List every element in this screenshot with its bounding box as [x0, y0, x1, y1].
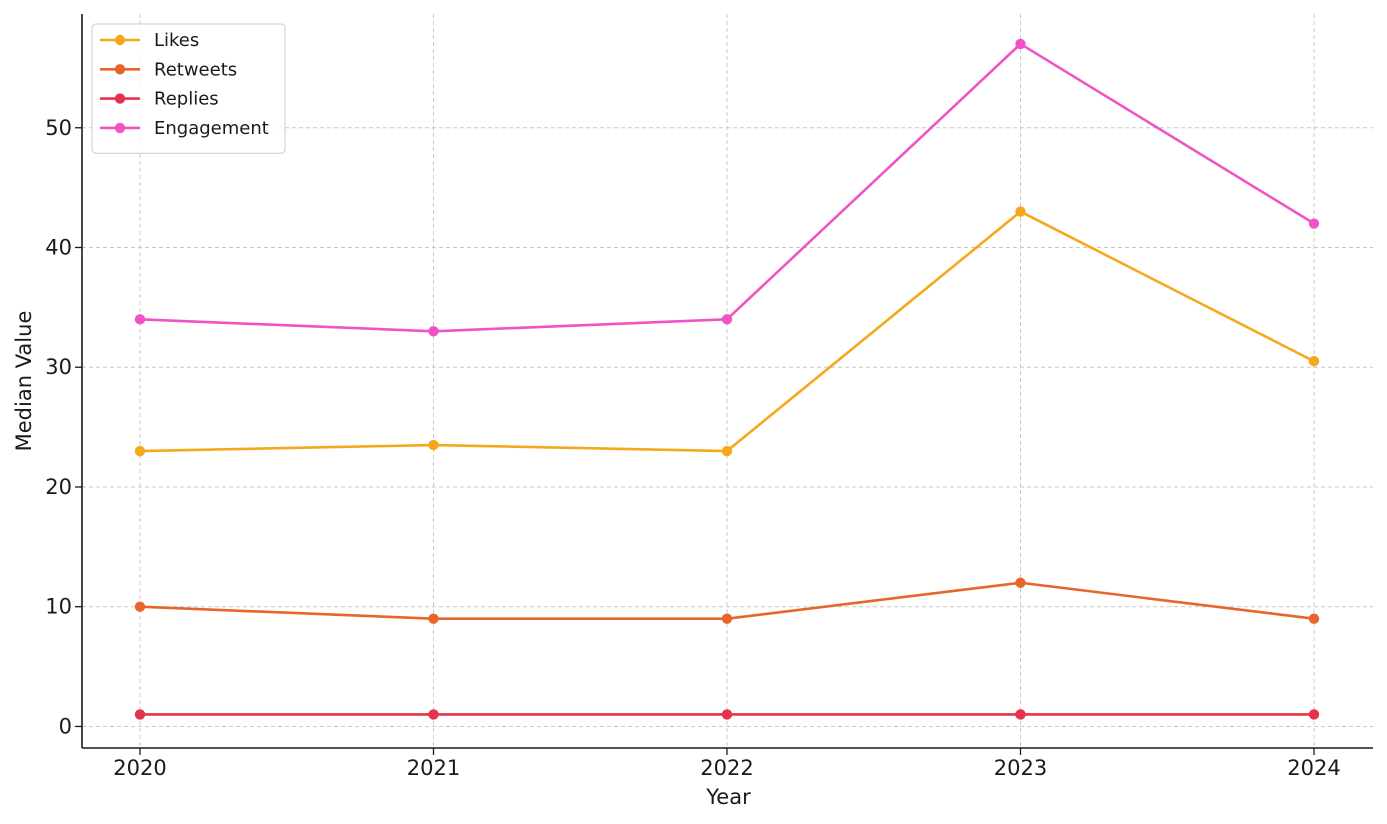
series-retweets — [134, 577, 1320, 624]
series-likes — [134, 206, 1320, 457]
legend: Likes Retweets Replies Engagement — [91, 23, 286, 154]
data-point-engagement — [428, 326, 439, 337]
legend-item: Likes — [100, 30, 199, 51]
legend-label: Engagement — [154, 118, 269, 139]
y-tick-label: 0 — [59, 714, 72, 738]
y-axis-label: Median Value — [12, 311, 36, 452]
data-point-replies — [1015, 709, 1026, 720]
legend-swatch-marker — [114, 93, 126, 104]
y-tick-label: 20 — [45, 475, 72, 499]
data-point-likes — [1308, 356, 1320, 367]
data-point-engagement — [1015, 38, 1026, 50]
x-tick-label: 2023 — [994, 756, 1047, 780]
data-point-likes — [1015, 206, 1026, 217]
legend-label: Likes — [154, 30, 199, 51]
data-point-retweets — [721, 613, 733, 624]
data-point-replies — [428, 709, 439, 720]
y-tick-label: 10 — [45, 595, 72, 619]
legend-label: Retweets — [154, 59, 237, 80]
data-point-replies — [721, 709, 733, 720]
data-point-replies — [1308, 709, 1320, 720]
legend-swatch-marker — [114, 122, 126, 134]
y-tick-label: 40 — [45, 235, 72, 259]
data-point-likes — [721, 445, 733, 457]
axes: Year Median Value 0 10 20 30 40 50 2020 2021 202… — [12, 14, 1373, 809]
x-tick-label: 2022 — [700, 756, 753, 780]
y-tick-label: 50 — [45, 116, 72, 140]
x-axis-label: Year — [705, 785, 751, 809]
data-point-retweets — [1308, 613, 1320, 624]
data-point-engagement — [1308, 218, 1320, 229]
series-engagement — [134, 38, 1320, 337]
legend-label: Replies — [154, 89, 219, 110]
x-tick-label: 2021 — [407, 756, 460, 780]
legend-swatch-marker — [114, 64, 126, 75]
legend-item: Replies — [100, 89, 219, 110]
data-point-engagement — [721, 314, 733, 325]
data-point-likes — [428, 439, 439, 451]
data-point-retweets — [1015, 577, 1026, 588]
legend-swatch-marker — [114, 34, 126, 46]
data-point-retweets — [134, 601, 146, 612]
data-point-retweets — [428, 613, 439, 624]
data-point-engagement — [134, 314, 146, 325]
legend-item: Retweets — [100, 59, 237, 80]
data-point-replies — [134, 709, 146, 720]
legend-item: Engagement — [100, 118, 269, 139]
x-tick-label: 2020 — [113, 756, 166, 780]
series-replies — [134, 709, 1320, 720]
data-point-likes — [134, 445, 146, 457]
x-tick-label: 2024 — [1287, 756, 1340, 780]
legend-box — [91, 23, 286, 154]
y-tick-label: 30 — [45, 355, 72, 379]
series — [134, 38, 1320, 720]
